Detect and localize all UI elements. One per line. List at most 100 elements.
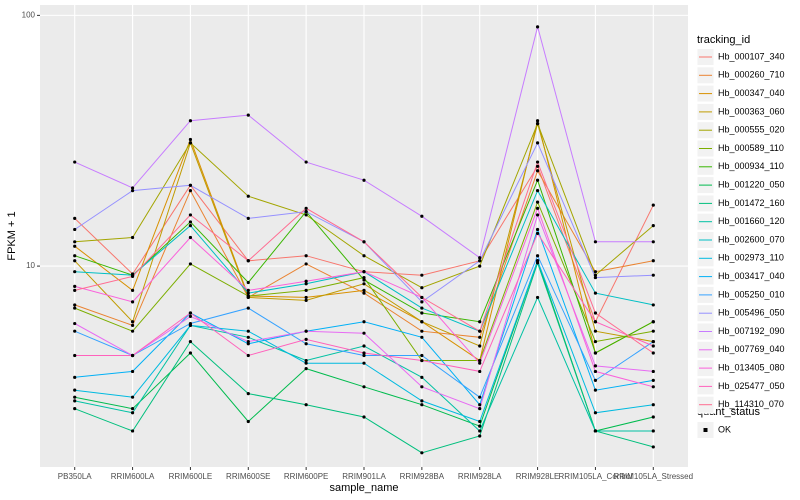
data-point <box>188 224 193 228</box>
data-point <box>478 429 482 433</box>
data-point <box>246 216 250 220</box>
data-point <box>188 141 193 145</box>
x-tick-label: RRIM105LA_Stressed <box>613 472 693 481</box>
data-point <box>73 288 77 292</box>
data-point <box>246 280 250 285</box>
x-tick-label: RRIM928BA <box>400 472 445 481</box>
data-point <box>246 342 250 346</box>
data-point <box>420 273 424 277</box>
data-point <box>188 321 193 326</box>
data-point <box>304 337 308 342</box>
data-point <box>478 320 482 324</box>
data-point <box>478 264 482 268</box>
y-tick-label: 100 <box>22 10 36 19</box>
data-point <box>478 434 482 438</box>
data-point <box>304 282 308 286</box>
data-point <box>420 385 424 389</box>
legend-label: Hb_001660_120 <box>718 216 785 226</box>
data-point <box>593 275 598 280</box>
data-point <box>362 415 366 419</box>
data-point <box>304 329 308 333</box>
data-point <box>478 369 482 374</box>
data-point <box>478 403 482 407</box>
data-point <box>362 320 366 324</box>
data-point <box>246 194 250 198</box>
data-point <box>73 388 77 392</box>
data-point <box>188 351 193 355</box>
data-point <box>73 375 77 379</box>
data-point <box>478 395 482 399</box>
data-point <box>73 254 77 258</box>
data-point <box>130 235 135 240</box>
data-point <box>593 339 598 344</box>
data-point <box>304 213 308 217</box>
data-point <box>73 160 77 164</box>
data-point <box>362 275 366 280</box>
legend-label: Hb_013405_080 <box>718 362 785 372</box>
data-point <box>593 351 598 355</box>
data-point <box>651 259 655 263</box>
data-point <box>420 295 424 300</box>
data-point <box>651 429 655 433</box>
data-point <box>651 339 655 344</box>
data-point <box>593 270 598 274</box>
data-point <box>246 392 250 396</box>
data-point <box>304 358 308 363</box>
data-point <box>362 282 366 286</box>
x-tick-label: RRIM928LE <box>516 472 560 481</box>
legend-label: Hb_000107_340 <box>718 51 785 61</box>
data-point <box>535 160 540 164</box>
legend-swatch <box>703 428 708 432</box>
data-point <box>362 278 366 282</box>
data-point <box>420 320 424 324</box>
data-point <box>304 295 308 300</box>
legend-label: Hb_025477_050 <box>718 381 785 391</box>
data-point <box>304 342 308 346</box>
data-point <box>304 298 308 302</box>
data-point <box>130 300 135 304</box>
data-point <box>593 273 598 277</box>
legend-label: Hb_003417_040 <box>718 271 785 281</box>
data-point <box>593 291 598 295</box>
data-point <box>535 169 540 173</box>
data-point <box>304 279 308 283</box>
data-point <box>73 284 77 288</box>
data-point <box>130 186 135 190</box>
data-point <box>73 407 77 411</box>
data-point <box>73 321 77 326</box>
data-point <box>188 183 193 187</box>
data-point <box>478 419 482 424</box>
data-point <box>535 122 540 126</box>
data-point <box>246 294 250 298</box>
data-point <box>651 273 655 277</box>
legend-label: Hb_114310_070 <box>718 399 784 409</box>
data-point <box>246 113 250 117</box>
legend-label: Hb_000589_110 <box>718 143 784 153</box>
data-point <box>478 424 482 428</box>
data-point <box>593 388 598 392</box>
data-point <box>304 361 308 365</box>
data-point <box>362 240 366 244</box>
legend-label: Hb_000347_040 <box>718 88 785 98</box>
data-point <box>304 209 308 214</box>
data-point <box>420 353 424 358</box>
data-point <box>130 395 135 399</box>
data-point <box>535 119 540 123</box>
data-point <box>246 339 250 344</box>
data-point <box>478 344 482 348</box>
data-point <box>188 311 193 315</box>
data-point <box>593 364 598 368</box>
data-point <box>535 25 540 29</box>
data-point <box>651 240 655 244</box>
data-point <box>362 344 366 348</box>
data-point <box>535 200 540 204</box>
data-point <box>130 323 135 328</box>
x-axis-title: sample_name <box>329 482 398 494</box>
data-point <box>246 259 250 263</box>
data-point <box>535 213 540 217</box>
data-point <box>651 378 655 383</box>
data-point <box>593 411 598 415</box>
data-point <box>130 429 135 433</box>
data-point <box>362 291 366 295</box>
